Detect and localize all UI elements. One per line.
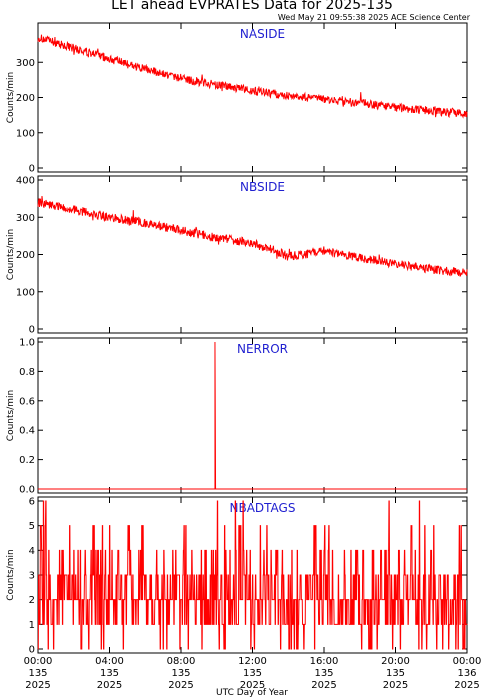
y-tick-label: 0 xyxy=(29,645,35,656)
y-tick-label: 100 xyxy=(16,128,35,139)
panel-frame xyxy=(37,175,468,334)
y-tick-label: 3 xyxy=(29,571,35,582)
timestamp-label: Wed May 21 09:55:38 2025 ACE Science Cen… xyxy=(278,13,471,22)
y-tick-label: 0.8 xyxy=(19,367,35,378)
y-tick-label: 0 xyxy=(29,164,35,175)
x-tick-day: 135 xyxy=(171,668,190,679)
series-line-nbadtags xyxy=(37,500,468,650)
x-tick-time: 16:00 xyxy=(310,656,339,667)
x-tick-time: 04:00 xyxy=(95,656,124,667)
y-tick-label: 6 xyxy=(29,497,35,508)
x-tick-year: 2025 xyxy=(454,680,479,691)
y-tick-label: 1.0 xyxy=(19,338,35,349)
y-tick-label: 300 xyxy=(16,213,35,224)
x-tick-day: 135 xyxy=(314,668,333,679)
y-tick-label: 400 xyxy=(16,176,35,187)
panel-nbside: 0 100 200 300 400 Counts/min NBSIDE xyxy=(6,175,468,336)
x-tick-year: 2025 xyxy=(25,680,50,691)
y-tick-label: 4 xyxy=(29,546,35,557)
panel-frame xyxy=(37,337,468,494)
x-tick-day: 135 xyxy=(28,668,47,679)
y-tick-label: 0 xyxy=(29,325,35,336)
x-tick-time: 00:00 xyxy=(453,656,482,667)
y-tick-label: 200 xyxy=(16,93,35,104)
x-tick-time: 20:00 xyxy=(381,656,410,667)
x-tick-time: 00:00 xyxy=(24,656,53,667)
y-tick-label: 0.2 xyxy=(19,455,35,466)
y-axis-label: Counts/min xyxy=(6,390,16,441)
x-tick-day: 135 xyxy=(386,668,405,679)
series-line-nbside xyxy=(37,195,468,277)
x-tick-year: 2025 xyxy=(383,680,408,691)
series-line-nerror xyxy=(38,341,467,490)
y-tick-label: 0.6 xyxy=(19,396,35,407)
y-tick-label: 2 xyxy=(29,595,35,606)
x-tick-year: 2025 xyxy=(97,680,122,691)
x-tick-year: 2025 xyxy=(168,680,193,691)
x-tick-year: 2025 xyxy=(311,680,336,691)
x-tick-day: 135 xyxy=(243,668,262,679)
series-line-naside xyxy=(37,34,468,119)
series-label: NASIDE xyxy=(240,27,285,41)
x-tick-day: 135 xyxy=(100,668,119,679)
x-tick-day: 136 xyxy=(457,668,476,679)
y-tick-label: 300 xyxy=(16,58,35,69)
x-tick-time: 08:00 xyxy=(167,656,196,667)
x-tick-year: 2025 xyxy=(240,680,265,691)
x-tick-time: 12:00 xyxy=(238,656,267,667)
series-label: NBADTAGS xyxy=(230,501,296,515)
x-axis-labels: 00:00135202504:00135202508:00135202512:0… xyxy=(24,656,482,691)
y-tick-label: 100 xyxy=(16,287,35,298)
panel-nerror: 0.0 0.2 0.4 0.6 0.8 1.0 Counts/min NERROR xyxy=(6,337,468,496)
series-label: NERROR xyxy=(237,342,288,356)
panel-frame xyxy=(37,22,468,173)
y-tick-label: 5 xyxy=(29,521,35,532)
chart-title: LET ahead EVPRATES Data for 2025-135 xyxy=(111,0,393,13)
panel-nbadtags: 0 1 2 3 4 5 6 Counts/min NBADTAGS xyxy=(6,496,468,656)
x-axis-title: UTC Day of Year xyxy=(216,688,288,698)
y-axis-label: Counts/min xyxy=(6,549,16,600)
y-tick-label: 0.0 xyxy=(19,485,35,496)
y-axis-label: Counts/min xyxy=(6,72,16,123)
y-tick-label: 200 xyxy=(16,250,35,261)
y-tick-label: 1 xyxy=(29,620,35,631)
panels-group: 0100200300Counts/minNASIDE0100200300400C… xyxy=(6,22,468,656)
y-tick-label: 0.4 xyxy=(19,426,35,437)
y-axis-label: Counts/min xyxy=(6,229,16,280)
series-label: NBSIDE xyxy=(240,180,285,194)
